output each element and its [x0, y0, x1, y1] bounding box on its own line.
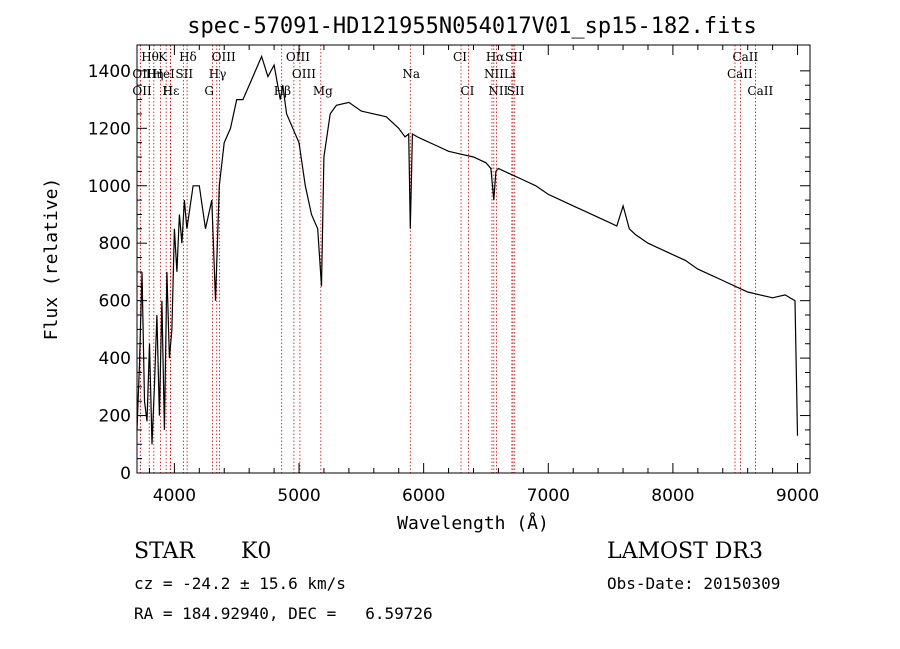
- x-tick-label-5000: 5000: [277, 486, 320, 506]
- redshift-velocity: cz = -24.2 ± 15.6 km/s: [134, 574, 346, 593]
- x-axis-title: Wavelength (Å): [397, 512, 549, 534]
- line-label-13: Hγ: [209, 67, 227, 81]
- y-tick-label-200: 200: [99, 407, 131, 427]
- line-label-27: SII: [507, 84, 525, 98]
- y-axis-title: Flux (relative): [41, 178, 62, 341]
- spectrum-series: [136, 54, 799, 445]
- x-axis: 4000 5000 6000 7000 8000 9000: [148, 45, 819, 506]
- line-label-18: CaII: [727, 67, 753, 81]
- plot-frame: [136, 44, 811, 474]
- line-label-1: K: [158, 50, 168, 64]
- line-label-15: Na: [402, 67, 420, 81]
- line-label-10: Hη: [146, 67, 164, 81]
- survey-name: LAMOST DR3: [607, 539, 763, 564]
- line-label-14: OIII: [292, 67, 316, 81]
- x-tick-label-9000: 9000: [776, 486, 819, 506]
- line-label-3: OIII: [212, 50, 236, 64]
- object-class: STAR: [134, 539, 195, 564]
- line-label-2: Hδ: [179, 50, 197, 64]
- line-label-12: SII: [175, 67, 193, 81]
- coordinates: RA = 184.92940, DEC = 6.59726: [134, 604, 433, 623]
- y-tick-label-0: 0: [120, 464, 131, 484]
- y-tick-label-800: 800: [99, 234, 131, 254]
- x-tick-label-7000: 7000: [527, 486, 570, 506]
- line-label-7: SII: [505, 50, 523, 64]
- x-tick-label-8000: 8000: [651, 486, 694, 506]
- line-label-16: NII: [484, 67, 504, 81]
- line-label-17: Li: [504, 67, 516, 81]
- line-label-19: OII: [132, 84, 152, 98]
- y-tick-label-1000: 1000: [88, 177, 131, 197]
- chart-title: spec-57091-HD121955N054017V01_sp15-182.f…: [187, 14, 757, 39]
- line-label-5: CI: [453, 50, 467, 64]
- line-label-24: Mg: [313, 84, 333, 98]
- y-tick-label-600: 600: [99, 292, 131, 312]
- x-tick-label-6000: 6000: [402, 486, 445, 506]
- spectral-subclass: K0: [241, 539, 272, 564]
- x-tick-label-4000: 4000: [153, 486, 196, 506]
- line-label-11: HeI: [153, 67, 176, 81]
- line-label-4: OIII: [286, 50, 310, 64]
- line-label-21: H: [162, 84, 172, 98]
- line-label-6: Hα: [486, 50, 505, 64]
- observation-date: Obs-Date: 20150309: [607, 574, 781, 593]
- line-label-28: CaII: [747, 84, 773, 98]
- line-label-8: CaII: [732, 50, 758, 64]
- y-tick-label-1200: 1200: [88, 119, 131, 139]
- line-label-0: Hθ: [141, 50, 159, 64]
- y-tick-label-400: 400: [99, 349, 131, 369]
- y-tick-label-1400: 1400: [88, 62, 131, 82]
- y-axis: 0 200 400 600 800 1000 1200 1400: [88, 62, 810, 484]
- line-label-22: G: [204, 84, 214, 98]
- spectral-line-markers: [139, 45, 756, 473]
- line-label-26: NII: [488, 84, 508, 98]
- line-label-20: Hε: [163, 84, 180, 98]
- line-label-25: CI: [461, 84, 475, 98]
